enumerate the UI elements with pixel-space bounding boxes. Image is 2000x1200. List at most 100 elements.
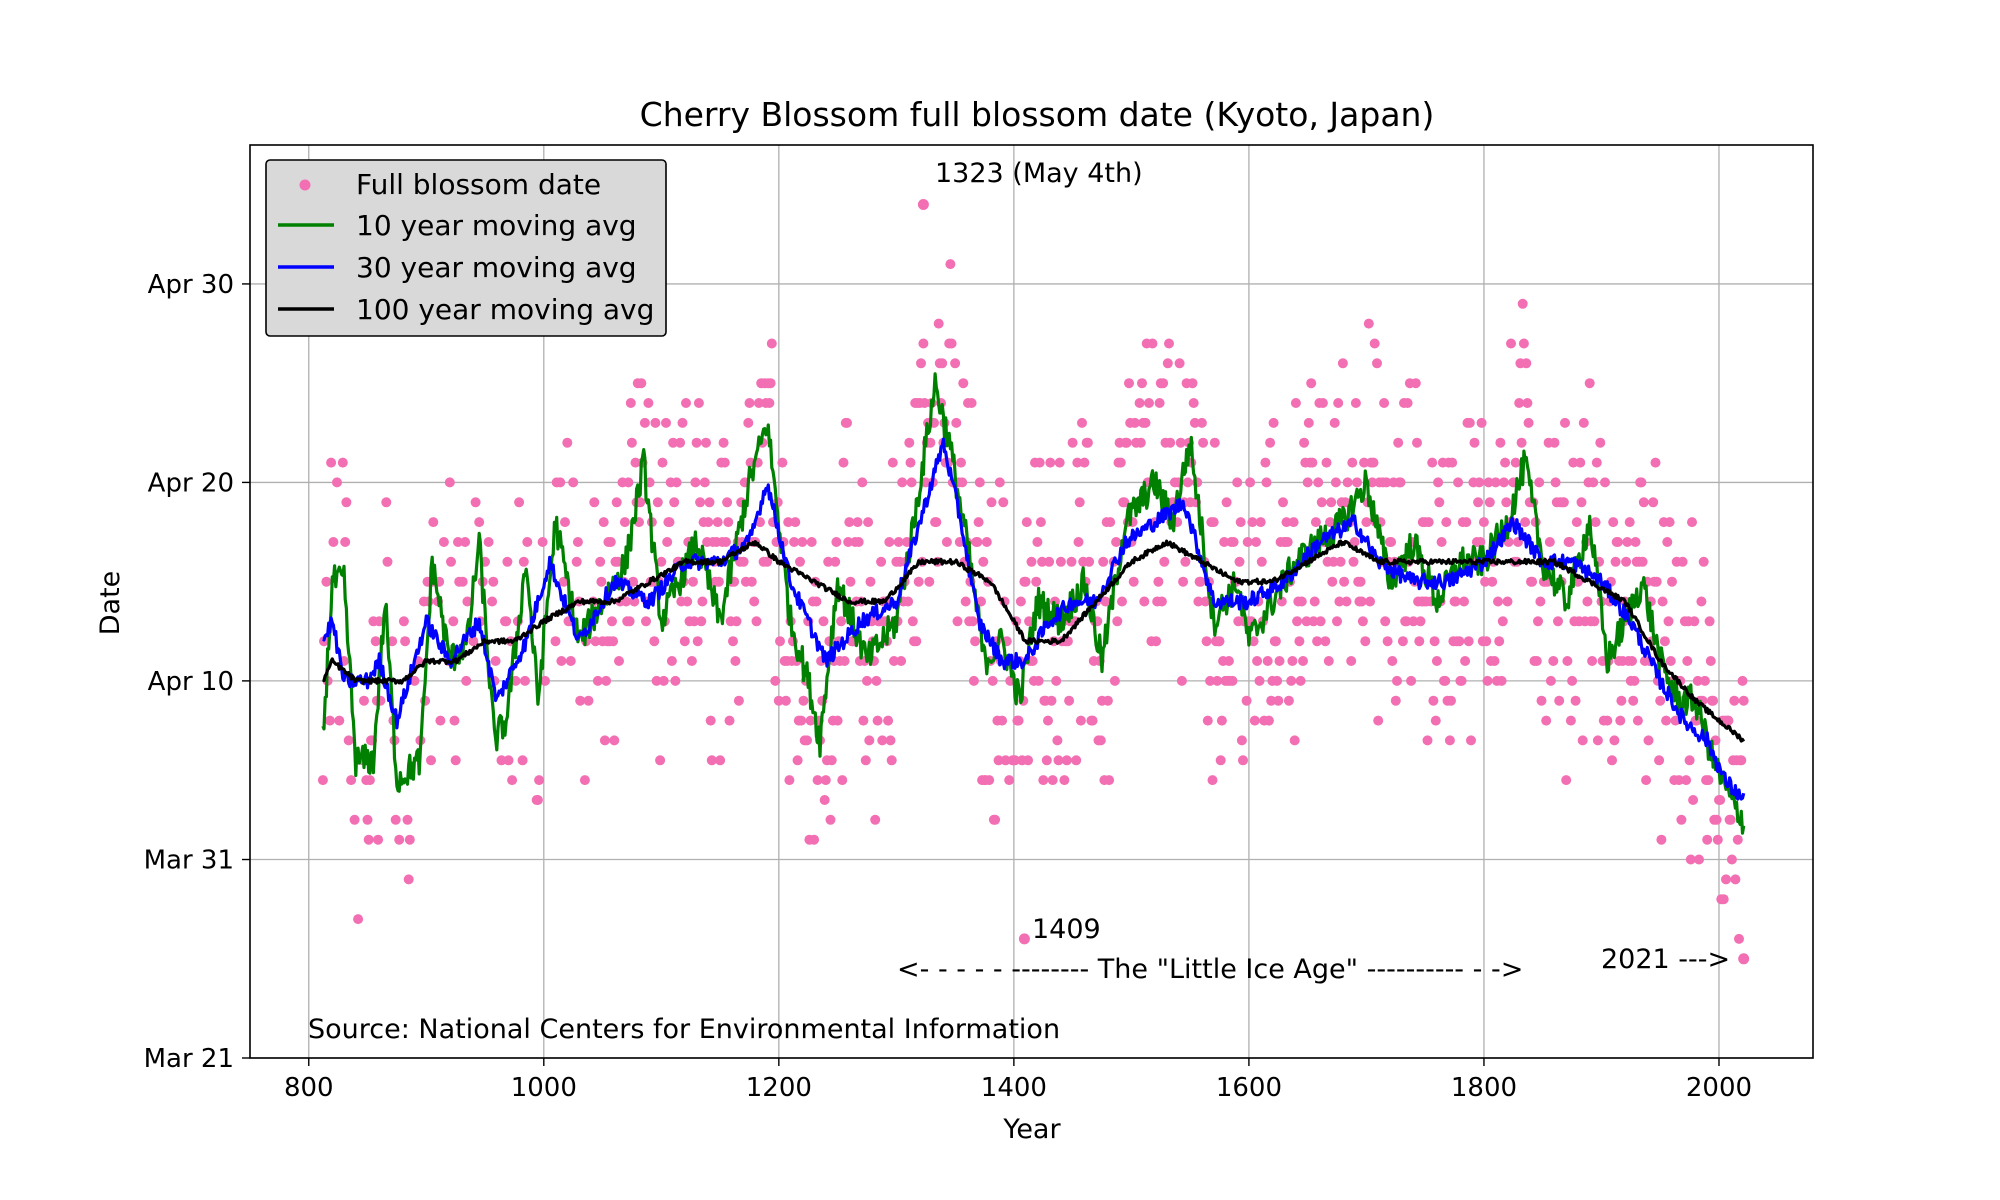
scatter-point [483,537,494,547]
scatter-point [643,398,654,408]
scatter-point [1590,517,1601,528]
scatter-point [765,378,776,389]
scatter-point [340,537,351,547]
scatter-point [1273,695,1284,706]
scatter-point [1129,417,1140,428]
scatter-point [1730,874,1741,885]
scatter-point [1151,636,1162,647]
scatter-point [387,636,398,647]
legend-label-100yr: 100 year moving avg [356,293,654,326]
scatter-point [986,497,997,508]
scatter-point [705,715,716,726]
scatter-point [1031,576,1042,587]
scatter-point [695,497,706,508]
scatter-point [1685,854,1696,865]
scatter-point [590,636,601,647]
scatter-point [1162,358,1173,369]
scatter-point [798,695,809,706]
scatter-point [1699,675,1710,686]
scatter-point [507,775,518,786]
scatter-point [1489,656,1500,666]
scatter-point [686,656,697,666]
scatter-point [883,715,894,726]
scatter-point [1571,517,1582,528]
scatter-point [1638,497,1649,508]
x-tick-label: 2000 [1686,1073,1752,1103]
scatter-point [1330,477,1341,488]
scatter-point [844,517,855,528]
scatter-point [730,656,741,666]
scatter-point [1041,755,1052,766]
scatter-point [1071,755,1082,766]
scatter-point [1609,735,1620,746]
y-tick-label: Mar 21 [144,1044,234,1074]
scatter-point [1205,675,1216,686]
scatter-point [1328,556,1339,567]
scatter-point [1032,537,1043,547]
scatter-point [1292,616,1303,627]
scatter-point [904,437,915,448]
scatter-point [461,675,472,686]
scatter-point [972,537,983,547]
scatter-point [738,556,749,567]
scatter-point [518,556,529,567]
scatter-point [906,477,917,488]
scatter-point [1501,497,1512,508]
scatter-point [1105,517,1116,528]
legend-box [265,159,667,337]
scatter-point [321,576,332,587]
scatter-point [1140,417,1151,428]
legend-label-10yr: 10 year moving avg [356,209,637,242]
legend-marker-scatter [299,179,311,191]
scatter-point [1189,417,1200,428]
scatter-point [1339,576,1350,587]
scatter-point [1729,695,1740,706]
scatter-point [1254,675,1265,686]
scatter-point [1079,457,1090,468]
scatter-point [1164,338,1174,349]
scatter-point [1321,457,1332,468]
scatter-point [1630,537,1641,547]
scatter-point [1270,636,1281,647]
scatter-point [753,398,764,408]
scatter-point [712,517,723,528]
scatter-point [1721,874,1731,885]
scatter-point [1193,596,1204,607]
scatter-point [562,437,573,448]
scatter-point [1111,537,1122,547]
scatter-point [1502,596,1513,607]
scatter-point [1431,656,1442,666]
scatter-point [886,755,897,766]
scatter-point [862,675,872,686]
scatter-point [1034,457,1045,468]
scatter-point [1064,695,1075,706]
scatter-point [1144,398,1154,408]
scatter-point [945,259,956,270]
scatter-point [925,437,936,448]
scatter-point [671,477,682,488]
scatter-point [1247,517,1258,528]
scatter-point [1348,556,1359,567]
scatter-point [575,695,586,706]
scatter-point [1053,755,1064,766]
scatter-point [520,675,530,686]
scatter-point [820,775,831,786]
scatter-point [426,755,436,766]
scatter-point [1610,556,1621,567]
scatter-point [428,517,439,528]
scatter-point [1401,616,1412,627]
scatter-point [1712,834,1723,845]
scatter-point [1326,497,1337,508]
scatter-point [522,537,533,547]
scatter-point [1299,437,1310,448]
scatter-point [1241,695,1252,706]
scatter-point [1238,755,1248,766]
annotation-source: Source: National Centers for Environment… [308,1014,1060,1045]
scatter-point [1616,695,1627,706]
scatter-point [1550,477,1561,488]
scatter-point [1577,735,1588,746]
scatter-point [1568,457,1579,468]
scatter-point [1281,517,1292,528]
scatter-point [381,497,392,508]
scatter-point [1341,596,1352,607]
